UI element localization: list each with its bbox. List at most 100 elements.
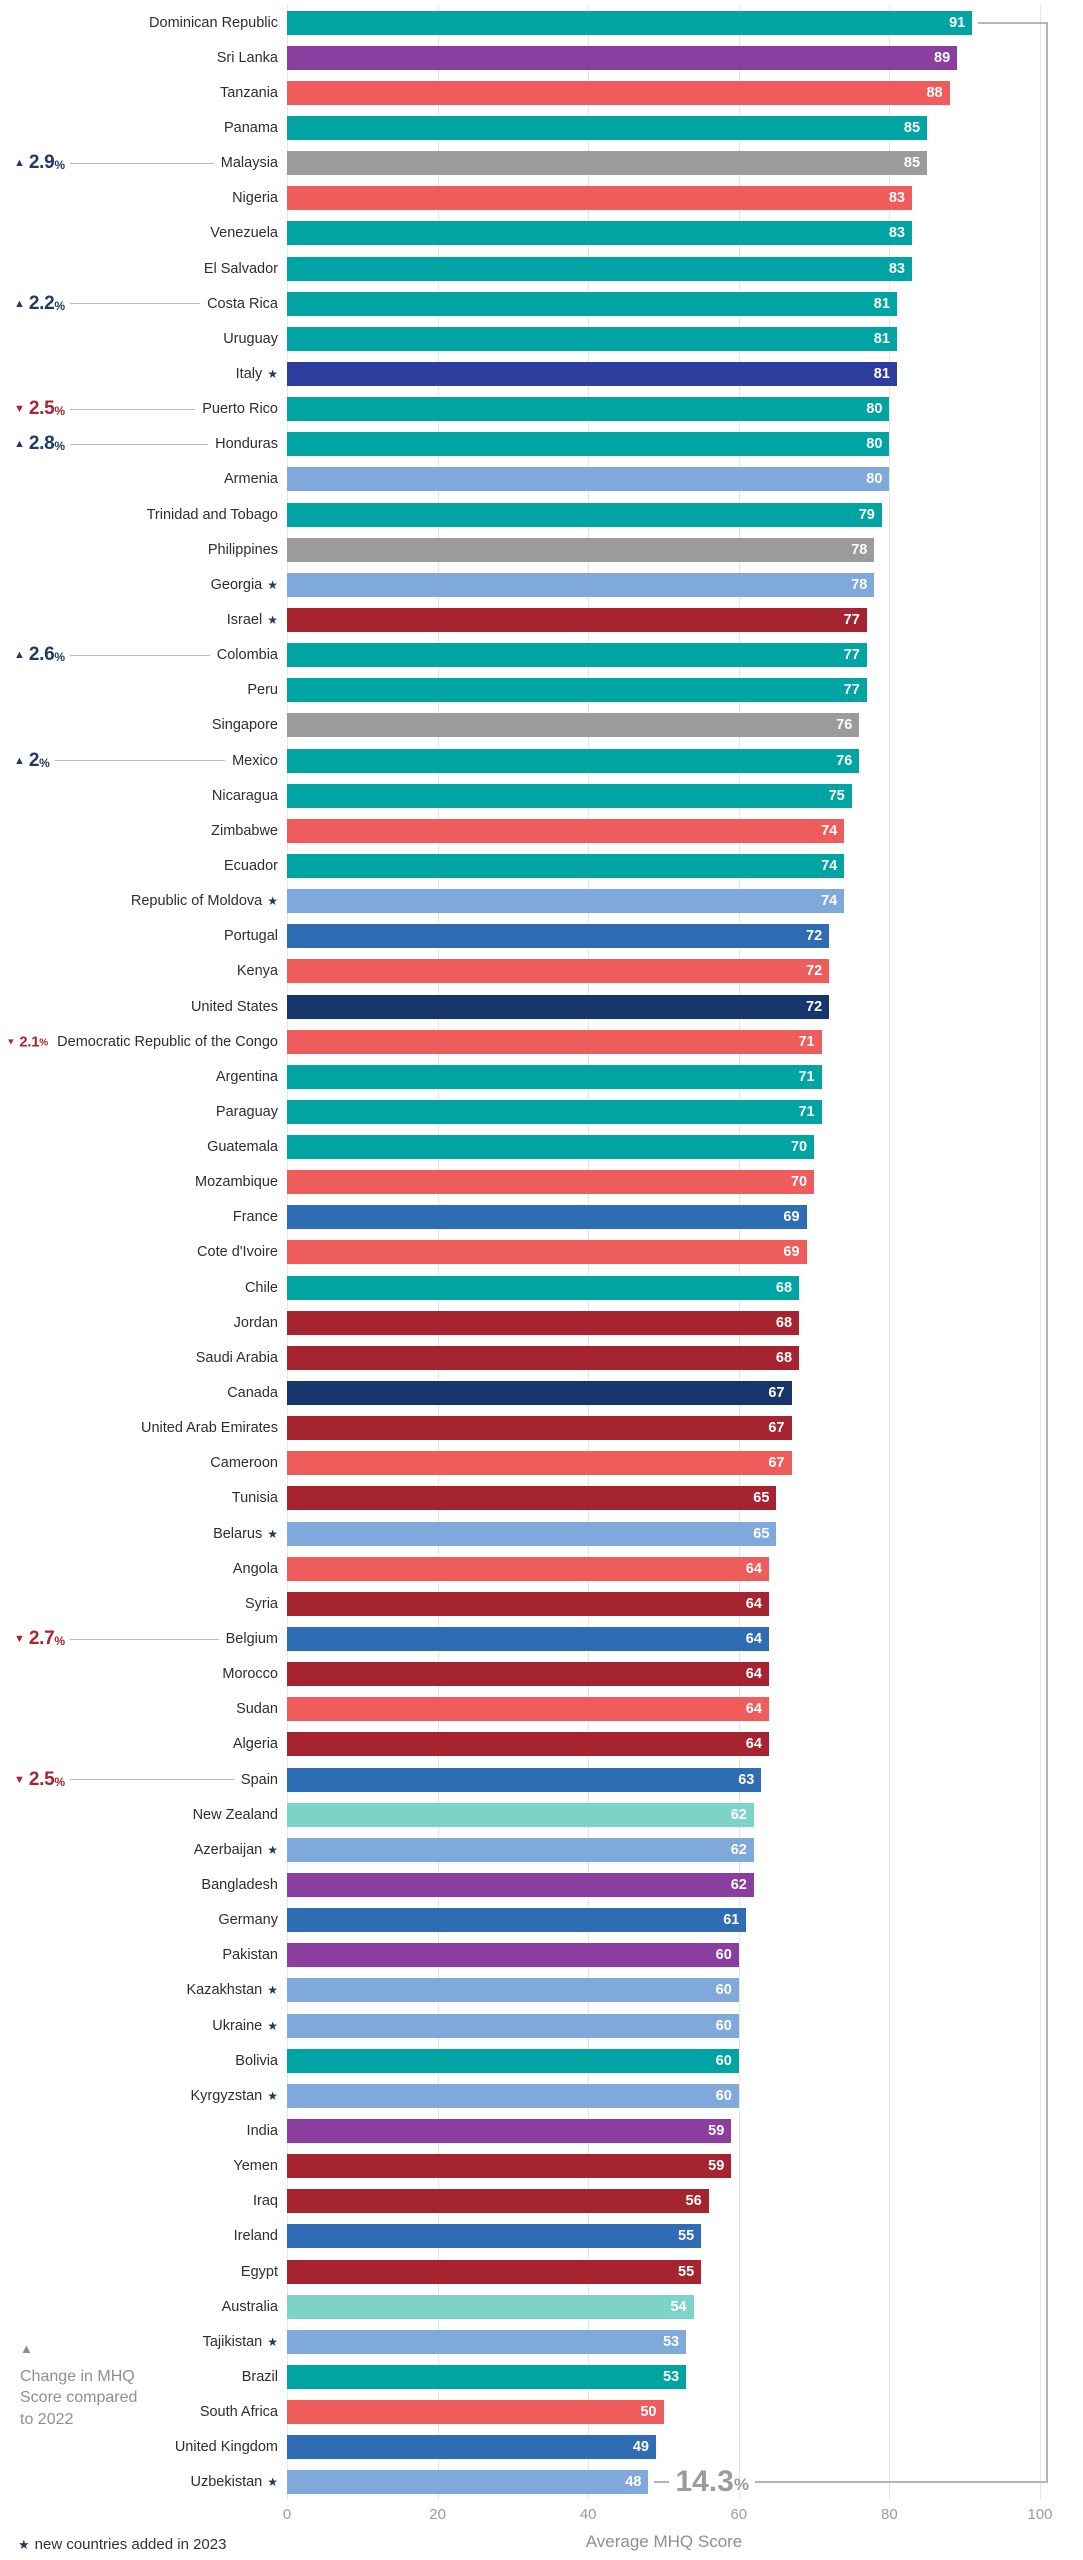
bar: 61: [287, 1908, 747, 1933]
country-label: Kyrgyzstan: [190, 2087, 263, 2104]
country-label: Venezuela: [210, 225, 278, 242]
country-label: Cote d'Ivoire: [197, 1244, 278, 1261]
x-tick-label: 0: [282, 2506, 292, 2523]
bar-cell: 83: [287, 181, 1083, 216]
bar-cell: 64: [287, 1692, 1083, 1727]
bar-cell: 61: [287, 1903, 1083, 1938]
bar-row: Ecuador 74: [0, 848, 1083, 883]
bar-value: 67: [768, 1385, 785, 1402]
new-country-star-icon: ★: [267, 894, 278, 909]
country-label: Ukraine: [212, 2017, 263, 2034]
label-cell: Kyrgyzstan ★: [0, 2088, 287, 2104]
country-label: Spain: [240, 1771, 278, 1788]
bar: 69: [287, 1205, 807, 1230]
bar-row: Bolivia 60: [0, 2043, 1083, 2078]
bar-row: Bangladesh 62: [0, 1867, 1083, 1902]
bar: 62: [287, 1802, 754, 1827]
bar-cell: 89: [287, 40, 1083, 75]
bar: 74: [287, 853, 845, 878]
label-cell: Argentina: [0, 1069, 287, 1085]
gridline: [1040, 5, 1041, 2500]
country-label: Tajikistan: [202, 2333, 263, 2350]
bar-cell: 91: [287, 5, 1083, 40]
bar: 53: [287, 2329, 687, 2354]
bar: 67: [287, 1381, 792, 1406]
bar-value: 71: [798, 1068, 815, 1085]
bar-value: 54: [670, 2298, 687, 2315]
country-label: Belarus: [213, 1525, 263, 1542]
bar-value: 70: [790, 1139, 808, 1156]
bar-cell: 85: [287, 146, 1083, 181]
bar: 72: [287, 994, 830, 1019]
bar: 72: [287, 959, 830, 984]
country-label: Colombia: [216, 647, 278, 664]
bar-cell: 72: [287, 989, 1083, 1024]
bar-value: 80: [866, 471, 883, 488]
bar: 64: [287, 1627, 769, 1652]
bar-value: 83: [888, 225, 905, 242]
label-cell: Nigeria: [0, 190, 287, 206]
legend-change-text: Change in MHQ Score compared to 2022: [20, 2367, 138, 2428]
bar-cell: 53: [287, 2324, 1083, 2359]
bar: 69: [287, 1240, 807, 1265]
bar-value: 59: [708, 2123, 725, 2139]
label-cell: Kenya: [0, 963, 287, 979]
label-cell: Australia: [0, 2299, 287, 2315]
label-cell: Mexico: [0, 753, 287, 769]
label-cell: Bolivia: [0, 2053, 287, 2069]
country-label: El Salvador: [203, 260, 278, 277]
country-label: Pakistan: [222, 1947, 278, 1964]
country-label: Brazil: [241, 2368, 278, 2385]
bar: 54: [287, 2294, 694, 2319]
bar-row: Guatemala 70: [0, 1130, 1083, 1165]
bar-cell: 60: [287, 2078, 1083, 2113]
country-label: Azerbaijan: [193, 1841, 263, 1858]
bar-value: 64: [745, 1666, 762, 1683]
label-cell: Malaysia: [0, 155, 287, 171]
label-cell: United Kingdom: [0, 2439, 287, 2455]
bar-row: Honduras 80: [0, 427, 1083, 462]
country-label: Sri Lanka: [216, 49, 278, 66]
country-label: United Kingdom: [174, 2439, 278, 2456]
bar-value: 56: [685, 2193, 702, 2210]
bar-value: 78: [851, 576, 868, 593]
bar-row: Ukraine ★ 60: [0, 2008, 1083, 2043]
bar-value: 60: [715, 2052, 732, 2069]
bar-value: 61: [723, 1912, 740, 1929]
bar-row: Republic of Moldova ★ 74: [0, 884, 1083, 919]
bar-row: Singapore 76: [0, 708, 1083, 743]
bar-cell: 71: [287, 1059, 1083, 1094]
country-label: Trinidad and Tobago: [146, 506, 278, 523]
country-label: Peru: [247, 682, 278, 699]
bar-row: Spain 63: [0, 1762, 1083, 1797]
label-cell: Jordan: [0, 1315, 287, 1331]
country-label: Egypt: [240, 2263, 278, 2280]
bar-cell: 69: [287, 1235, 1083, 1270]
bar-cell: 70: [287, 1165, 1083, 1200]
label-cell: Colombia: [0, 647, 287, 663]
bar-row: Costa Rica 81: [0, 286, 1083, 321]
bar: 59: [287, 2154, 732, 2179]
bar-cell: 62: [287, 1797, 1083, 1832]
label-cell: Singapore: [0, 717, 287, 733]
bar-row: Egypt 55: [0, 2254, 1083, 2289]
country-label: Syria: [244, 1595, 278, 1612]
country-label: France: [232, 1209, 278, 1226]
label-cell: Germany: [0, 1912, 287, 1928]
bar-row: Tunisia 65: [0, 1481, 1083, 1516]
bar: 53: [287, 2364, 687, 2389]
label-cell: Yemen: [0, 2158, 287, 2174]
bar-value: 81: [873, 295, 890, 312]
bar-cell: 59: [287, 2113, 1083, 2148]
bar-row: Malaysia 85: [0, 146, 1083, 181]
bar: 80: [287, 432, 890, 457]
bar: 71: [287, 1029, 822, 1054]
bar: 67: [287, 1451, 792, 1476]
bar-row: Venezuela 83: [0, 216, 1083, 251]
country-label: South Africa: [199, 2404, 278, 2421]
bar: 72: [287, 924, 830, 949]
bar-value: 62: [730, 1806, 747, 1823]
bar: 79: [287, 502, 882, 527]
bar: 83: [287, 186, 912, 211]
bar-value: 64: [745, 1595, 762, 1612]
